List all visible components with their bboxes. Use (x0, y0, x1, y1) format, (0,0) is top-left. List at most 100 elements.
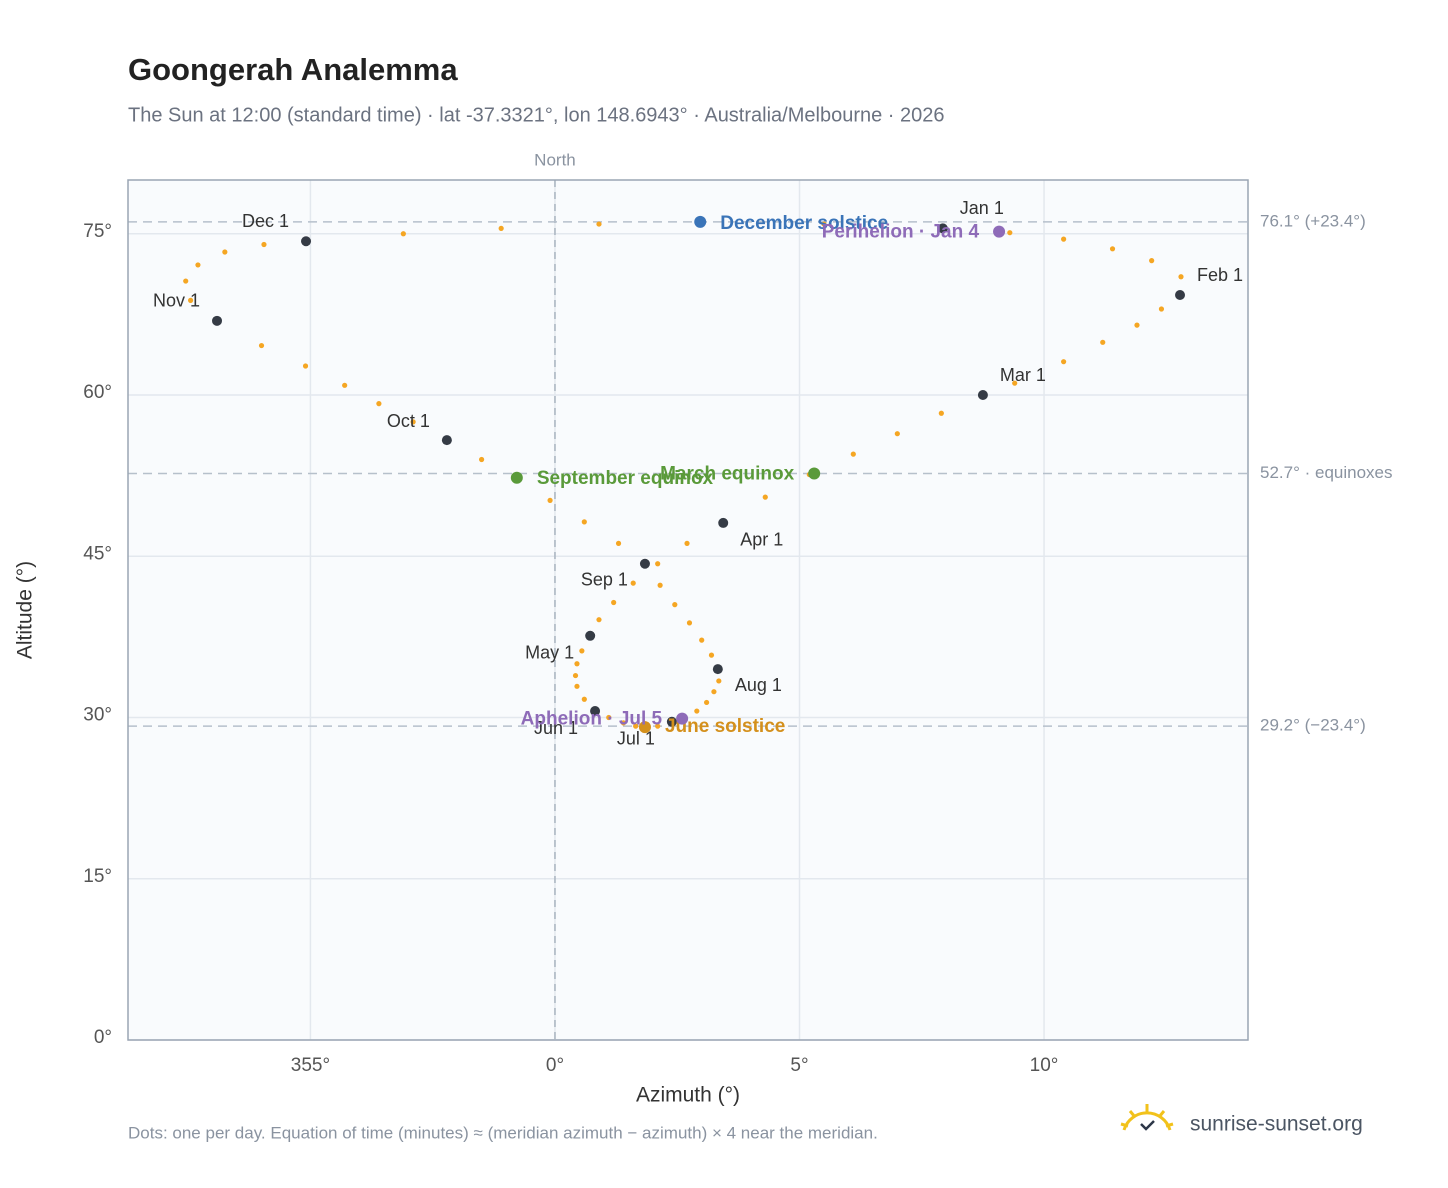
daily-dot (708, 652, 715, 658)
month-label: Nov 1 (153, 291, 200, 311)
month-label: Mar 1 (1000, 365, 1046, 385)
daily-dot (1158, 306, 1165, 312)
chart-title: Goongerah Analemma (128, 52, 458, 87)
event-marker (808, 467, 821, 480)
daily-dot (410, 419, 416, 425)
footnote: Dots: one per day. Equation of time (min… (128, 1123, 878, 1142)
daily-dot (672, 602, 678, 608)
month-label: May 1 (525, 643, 574, 663)
event-marker (638, 721, 651, 734)
chart-subtitle: The Sun at 12:00 (standard time) · lat -… (128, 104, 944, 126)
brand: sunrise-sunset.org (1190, 1113, 1363, 1136)
daily-dot (611, 599, 617, 606)
daily-dot (615, 540, 622, 546)
north-label: North (534, 150, 576, 169)
daily-dot (579, 648, 585, 654)
reference-label: 76.1° (+23.4°) (1260, 211, 1366, 230)
plot-frame (127, 179, 1249, 1041)
daily-dot (1012, 380, 1018, 386)
y-axis-label: Altitude (°) (14, 561, 37, 659)
daily-dot (400, 231, 406, 237)
daily-dot (222, 249, 228, 255)
month-marker (718, 517, 729, 528)
reference-label: 52.7° · equinoxes (1260, 463, 1393, 482)
daily-dot (1007, 230, 1013, 236)
daily-dot (498, 225, 504, 231)
daily-dot (183, 278, 189, 284)
plot-area (128, 180, 1248, 1040)
month-marker (212, 315, 223, 326)
month-label: Oct 1 (387, 411, 430, 431)
daily-dot (574, 683, 580, 689)
daily-dot (762, 494, 768, 500)
month-marker (590, 706, 601, 717)
daily-dot (1061, 359, 1067, 365)
event-label: December solstice (720, 213, 888, 234)
daily-dot (716, 678, 722, 684)
event-label: Perihelion · Jan 4 (822, 222, 980, 243)
daily-dot (703, 699, 710, 706)
month-marker (1175, 290, 1186, 301)
month-marker (301, 236, 312, 247)
daily-dot (1149, 258, 1155, 264)
daily-dot (1061, 236, 1067, 242)
daily-dot (620, 720, 627, 726)
daily-dot (684, 540, 690, 546)
month-label: Aug 1 (735, 675, 782, 695)
daily-dot (574, 661, 580, 667)
daily-dot (657, 582, 663, 588)
daily-dot (596, 221, 602, 227)
daily-dot (711, 689, 717, 695)
brand-logo (1120, 1104, 1174, 1131)
month-label: Feb 1 (1197, 265, 1243, 285)
month-marker (712, 664, 723, 675)
daily-dot (1134, 322, 1140, 328)
y-tick-label: 0° (94, 1027, 112, 1048)
reference-label: 29.2° (−23.4°) (1260, 716, 1366, 735)
daily-dot (188, 297, 194, 303)
daily-dot (606, 714, 612, 721)
x-tick-label: 10° (1030, 1055, 1059, 1076)
y-tick-label: 15° (83, 866, 112, 887)
x-axis-label: Azimuth (°) (636, 1084, 740, 1107)
daily-dot (1100, 339, 1106, 345)
daily-dot (581, 519, 587, 525)
month-label: Apr 1 (740, 530, 783, 550)
x-tick-label: 0° (546, 1055, 564, 1076)
daily-dot (938, 410, 944, 416)
event-marker (510, 471, 523, 484)
x-tick-label: 5° (790, 1055, 808, 1076)
month-marker (639, 558, 650, 569)
y-tick-label: 60° (83, 382, 112, 403)
daily-dot (376, 401, 382, 407)
daily-dot (342, 382, 348, 388)
daily-dot (633, 723, 639, 729)
daily-dot (699, 637, 705, 643)
daily-dot (655, 561, 661, 567)
month-label: Jul 1 (617, 729, 655, 749)
daily-dot (630, 580, 636, 586)
month-marker (441, 435, 452, 446)
daily-dot (821, 221, 827, 227)
daily-dot (581, 696, 587, 702)
daily-dot (261, 241, 267, 248)
month-label: Sep 1 (581, 570, 628, 590)
daily-dot (479, 456, 485, 463)
month-label: Dec 1 (242, 211, 289, 231)
y-tick-label: 30° (83, 705, 112, 726)
y-tick-label: 75° (83, 221, 112, 242)
daily-dot (1109, 246, 1116, 252)
event-label: September equinox (537, 468, 714, 489)
daily-dot (572, 672, 579, 679)
daily-dot (302, 363, 309, 369)
month-marker (977, 390, 988, 400)
daily-dot (258, 342, 265, 349)
event-label: Aphelion · Jul 5 (521, 709, 663, 730)
event-label: March equinox (660, 463, 795, 484)
daily-dot (1178, 274, 1184, 280)
daily-dot (596, 617, 602, 623)
month-marker (585, 630, 596, 641)
event-marker (694, 215, 707, 228)
month-label: Jan 1 (960, 198, 1004, 218)
